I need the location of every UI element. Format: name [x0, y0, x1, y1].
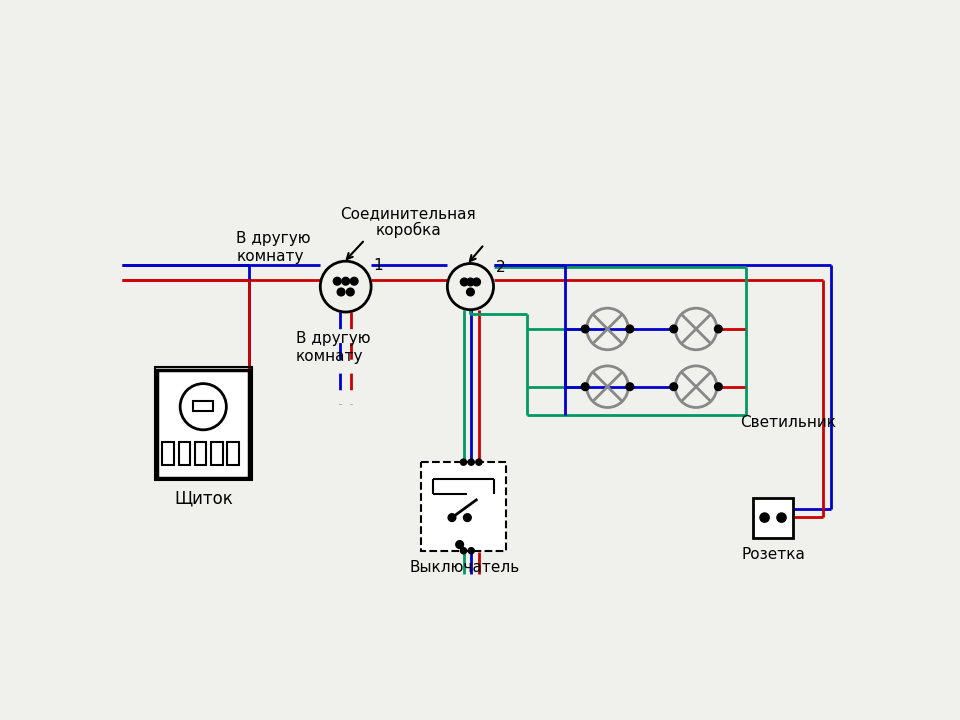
Bar	[228, 442, 239, 465]
Circle shape	[347, 288, 354, 296]
Circle shape	[582, 383, 589, 390]
Circle shape	[333, 277, 341, 285]
Circle shape	[777, 513, 786, 522]
Text: В другую
комнату: В другую комнату	[296, 331, 371, 364]
Bar	[179, 442, 190, 465]
Bar	[155, 367, 252, 480]
Text: коробка: коробка	[375, 222, 441, 238]
Text: 1: 1	[373, 258, 383, 273]
Circle shape	[476, 459, 482, 465]
Circle shape	[448, 514, 456, 521]
Circle shape	[714, 383, 722, 390]
Circle shape	[467, 278, 474, 286]
Text: В другую
комнату: В другую комнату	[236, 231, 311, 264]
Circle shape	[350, 277, 358, 285]
Circle shape	[714, 325, 722, 333]
Circle shape	[670, 325, 678, 333]
Text: Розетка: Розетка	[741, 547, 805, 562]
Bar	[211, 442, 223, 465]
Circle shape	[342, 277, 349, 285]
Circle shape	[461, 459, 467, 465]
Circle shape	[468, 459, 474, 465]
Text: 2: 2	[496, 260, 506, 275]
Bar	[193, 400, 213, 411]
Bar	[195, 442, 206, 465]
Circle shape	[472, 278, 480, 286]
Text: Соединительная: Соединительная	[340, 206, 476, 221]
Circle shape	[467, 288, 474, 296]
Circle shape	[760, 513, 769, 522]
Circle shape	[337, 288, 345, 296]
Bar	[421, 462, 506, 551]
Circle shape	[626, 325, 634, 333]
Bar	[753, 498, 793, 538]
Text: Щиток: Щиток	[174, 490, 232, 508]
Bar	[162, 442, 174, 465]
Circle shape	[582, 325, 589, 333]
Circle shape	[468, 548, 474, 554]
Circle shape	[626, 383, 634, 390]
Circle shape	[456, 541, 464, 549]
Circle shape	[461, 278, 468, 286]
Circle shape	[670, 383, 678, 390]
Text: Светильник: Светильник	[740, 415, 836, 430]
Circle shape	[461, 548, 467, 554]
Text: Выключатель: Выключатель	[410, 560, 520, 575]
Bar	[157, 370, 250, 477]
Circle shape	[464, 514, 471, 521]
